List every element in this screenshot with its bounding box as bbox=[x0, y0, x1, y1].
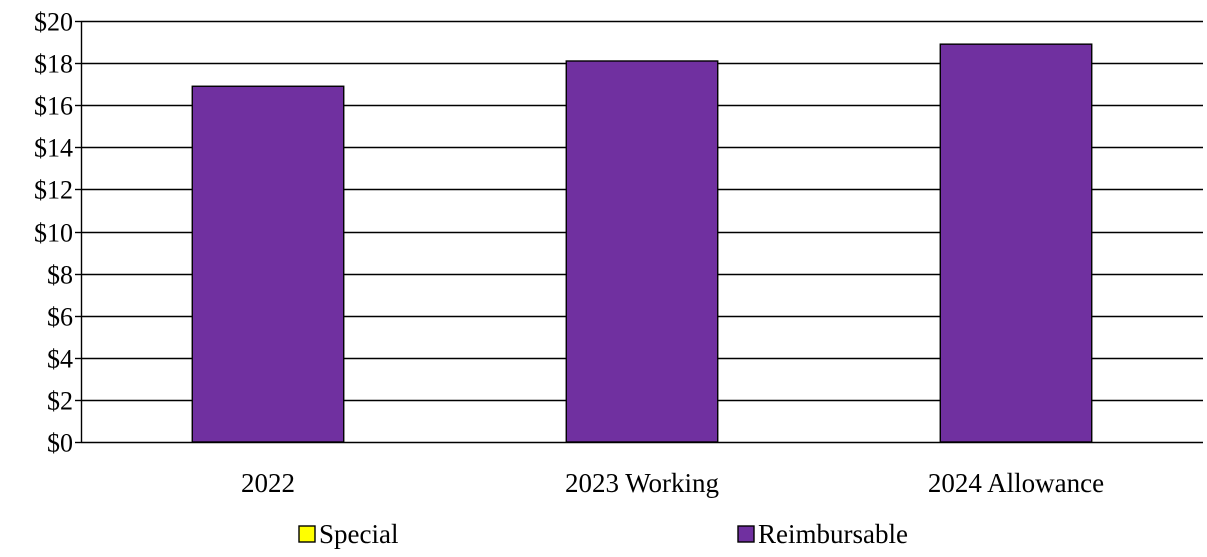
y-axis-tick-labels: $0 $2 $4 $6 $8 $10 $12 $14 $16 $18 $20 bbox=[34, 8, 73, 458]
y-tick-label: $18 bbox=[34, 50, 73, 79]
y-tick-label: $16 bbox=[34, 92, 73, 121]
y-tick-label: $8 bbox=[47, 261, 73, 290]
x-category-label: 2024 Allowance bbox=[928, 468, 1104, 498]
y-tick-label: $14 bbox=[34, 134, 73, 163]
bar-reimbursable bbox=[565, 60, 719, 443]
y-tick-label: $20 bbox=[34, 8, 73, 37]
legend-swatch-special bbox=[298, 525, 316, 543]
axes bbox=[75, 20, 83, 444]
legend-label-special: Special bbox=[319, 519, 398, 549]
y-tick-label: $10 bbox=[34, 219, 73, 248]
bar-reimbursable bbox=[191, 85, 345, 443]
y-tick-label: $12 bbox=[34, 176, 73, 205]
y-tick-label: $2 bbox=[47, 387, 73, 416]
x-axis-category-labels: 2022 2023 Working 2024 Allowance bbox=[241, 468, 1104, 498]
bar-reimbursable bbox=[939, 43, 1093, 443]
y-tick-label: $6 bbox=[47, 303, 73, 332]
legend-label-reimbursable: Reimbursable bbox=[758, 519, 908, 549]
legend-swatch-reimbursable bbox=[737, 525, 755, 543]
x-category-label: 2022 bbox=[241, 468, 295, 498]
bars bbox=[191, 43, 1093, 443]
y-tick-label: $4 bbox=[47, 345, 73, 374]
x-category-label: 2023 Working bbox=[565, 468, 719, 498]
y-tick-label: $0 bbox=[47, 429, 73, 458]
legend: Special Reimbursable bbox=[298, 519, 908, 549]
